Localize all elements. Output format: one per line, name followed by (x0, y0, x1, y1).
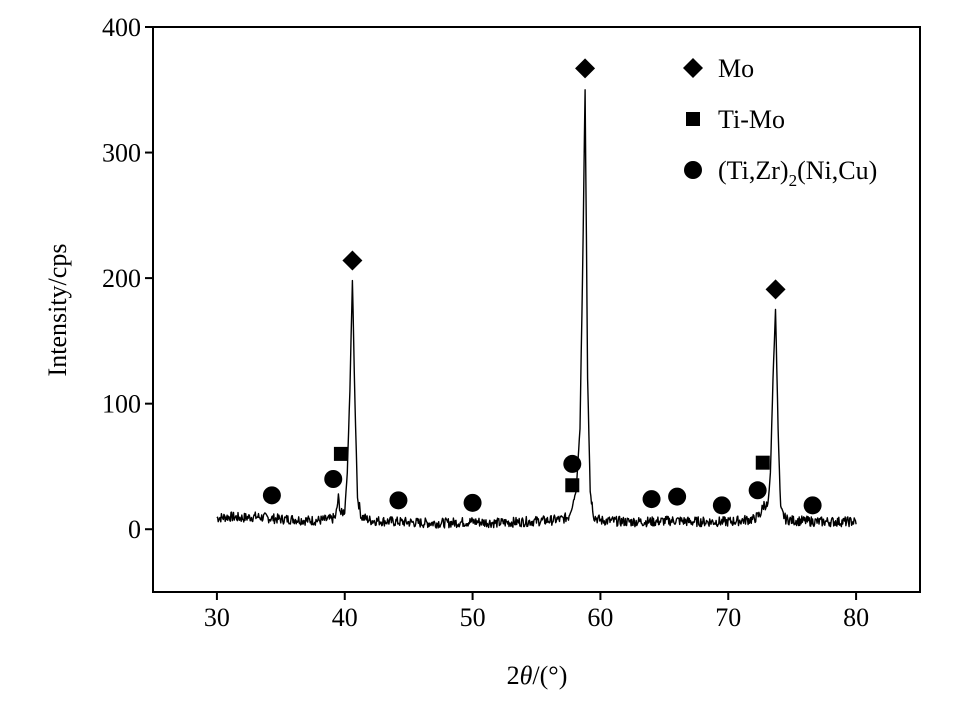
x-axis-title-theta: θ (520, 661, 533, 690)
legend-label-main: Mo (718, 54, 754, 83)
square-marker (755, 455, 770, 470)
legend-label-rest: (Ni,Cu) (797, 156, 877, 185)
x-tick-label: 50 (460, 603, 486, 632)
circle-marker (262, 486, 281, 505)
square-marker (333, 446, 348, 461)
x-tick-label: 40 (332, 603, 358, 632)
circle-marker (668, 487, 687, 506)
plot-frame-rect (152, 26, 921, 593)
x-axis-ticks: 30 40 50 60 70 80 (204, 592, 869, 632)
circle-marker (324, 470, 343, 488)
y-tick-label: 100 (102, 390, 141, 419)
circle-marker (803, 496, 822, 515)
circle-marker (389, 491, 408, 510)
y-axis-title: Intensity/cps (43, 244, 72, 377)
legend-label-main: Ti-Mo (718, 105, 785, 134)
y-tick-label: 400 (102, 13, 141, 42)
y-tick-label: 300 (102, 139, 141, 168)
peak-markers (262, 58, 822, 515)
legend-label: Mo (718, 54, 754, 83)
legend-label-main: (Ti,Zr) (718, 156, 789, 185)
diamond-marker (575, 58, 596, 79)
x-axis-title-prefix: 2 (507, 661, 520, 690)
x-tick-label: 30 (204, 603, 230, 632)
diamond-marker (765, 279, 786, 300)
square-marker (565, 478, 580, 493)
legend-label-subscript: 2 (789, 171, 798, 190)
diamond-marker (342, 250, 363, 271)
x-tick-label: 70 (715, 603, 741, 632)
circle-marker (748, 481, 767, 500)
series-group (216, 89, 857, 529)
legend-circle-icon (684, 161, 702, 179)
x-axis-title: 2θ/(°) (507, 661, 568, 690)
legend-square-icon (686, 112, 700, 126)
x-axis-title-unit: /(°) (532, 661, 567, 690)
circle-marker (712, 496, 731, 515)
x-tick-label: 60 (587, 603, 613, 632)
x-tick-label: 80 (843, 603, 869, 632)
plot-frame (152, 26, 921, 593)
legend-label: Ti-Mo (718, 105, 785, 134)
y-axis-ticks: 0 100 200 300 400 (102, 13, 153, 544)
circle-marker (463, 493, 482, 512)
legend-label: (Ti,Zr)2(Ni,Cu) (718, 156, 877, 190)
circle-marker (642, 490, 661, 509)
legend: Mo Ti-Mo (Ti,Zr)2(Ni,Cu) (683, 54, 877, 190)
xrd-series-line (216, 89, 857, 529)
y-tick-label: 0 (128, 515, 141, 544)
y-tick-label: 200 (102, 264, 141, 293)
circle-marker (563, 454, 582, 473)
legend-diamond-icon (683, 58, 703, 78)
